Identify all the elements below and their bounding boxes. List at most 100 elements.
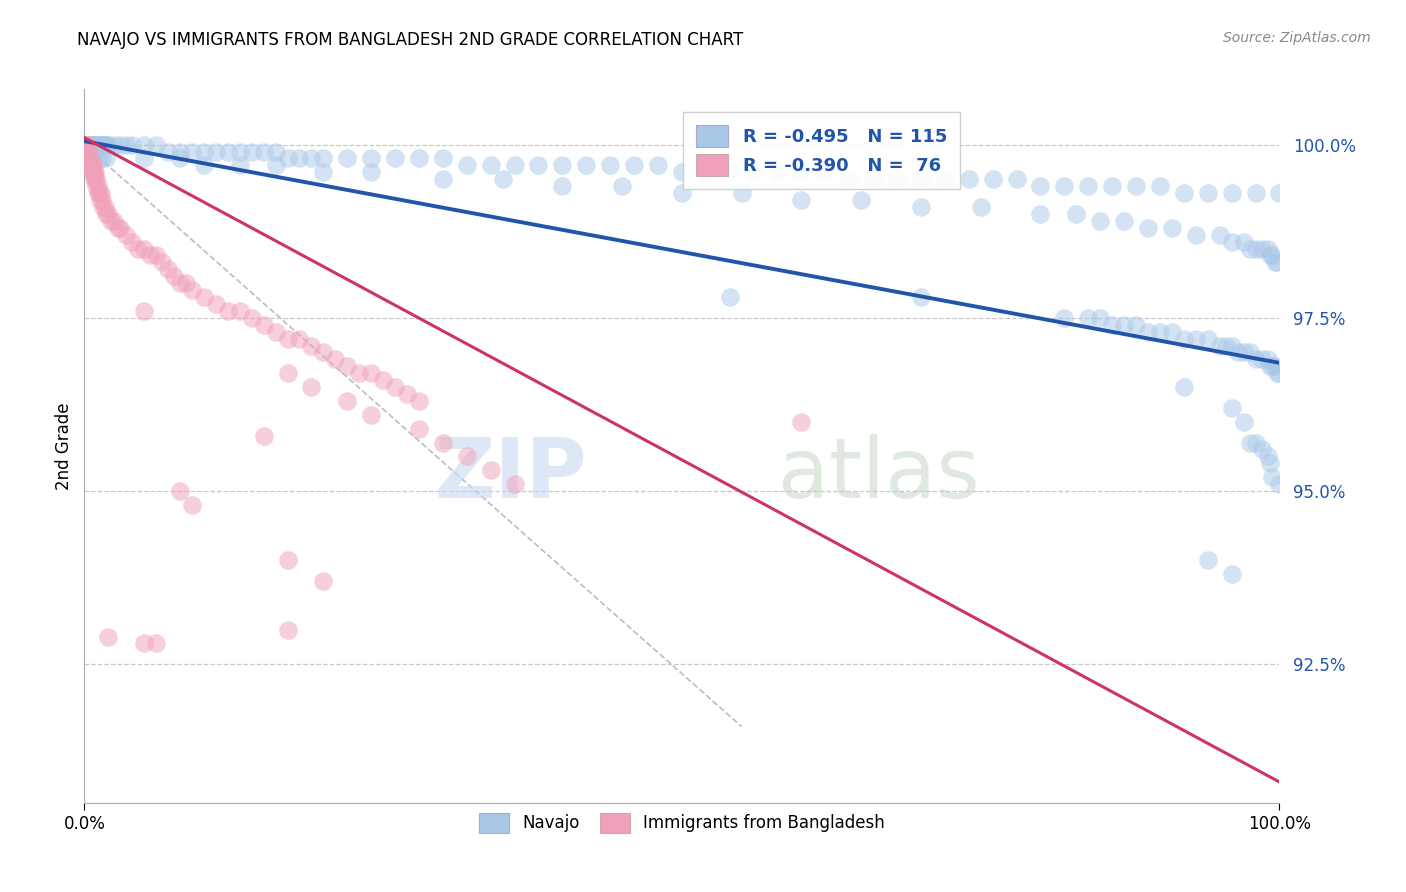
- Point: [1265, 366, 1288, 380]
- Point: [103, 137, 125, 152]
- Point: [93, 137, 115, 152]
- Point: [77, 137, 100, 152]
- Point: [1185, 227, 1208, 242]
- Point: [87, 152, 110, 166]
- Point: [94, 207, 117, 221]
- Point: [1250, 442, 1272, 457]
- Point: [132, 636, 156, 650]
- Point: [77, 145, 100, 159]
- Point: [1257, 450, 1279, 464]
- Point: [325, 352, 347, 367]
- Point: [336, 359, 359, 374]
- Point: [145, 248, 167, 262]
- Point: [139, 248, 162, 262]
- Point: [301, 380, 323, 394]
- Point: [1197, 332, 1219, 346]
- Point: [277, 332, 299, 346]
- Point: [910, 290, 932, 304]
- Point: [360, 165, 382, 179]
- Point: [384, 380, 406, 394]
- Point: [94, 137, 117, 152]
- Point: [718, 290, 741, 304]
- Point: [1220, 401, 1243, 415]
- Point: [479, 158, 502, 172]
- Point: [695, 165, 717, 179]
- Point: [103, 214, 125, 228]
- Point: [82, 137, 104, 152]
- Point: [1261, 359, 1284, 374]
- Point: [814, 165, 837, 179]
- Point: [264, 158, 287, 172]
- Legend: Navajo, Immigrants from Bangladesh: Navajo, Immigrants from Bangladesh: [471, 805, 893, 841]
- Point: [1137, 325, 1160, 339]
- Point: [612, 179, 634, 194]
- Point: [790, 193, 813, 207]
- Point: [360, 366, 382, 380]
- Point: [373, 373, 395, 387]
- Point: [1173, 380, 1195, 394]
- Point: [1137, 220, 1160, 235]
- Point: [86, 137, 108, 152]
- Point: [1029, 207, 1052, 221]
- Point: [132, 242, 156, 256]
- Point: [82, 165, 104, 179]
- Point: [253, 428, 276, 442]
- Point: [91, 193, 114, 207]
- Point: [1226, 345, 1249, 359]
- Point: [910, 200, 932, 214]
- Point: [1244, 242, 1267, 256]
- Point: [84, 165, 107, 179]
- Point: [1220, 338, 1243, 352]
- Point: [312, 345, 335, 359]
- Point: [671, 165, 693, 179]
- Point: [97, 137, 120, 152]
- Point: [1250, 352, 1272, 367]
- Text: ZIP: ZIP: [434, 434, 586, 515]
- Point: [742, 165, 765, 179]
- Point: [1114, 318, 1136, 332]
- Point: [217, 304, 239, 318]
- Point: [145, 636, 167, 650]
- Point: [1077, 310, 1099, 325]
- Point: [766, 165, 789, 179]
- Text: Source: ZipAtlas.com: Source: ZipAtlas.com: [1223, 31, 1371, 45]
- Point: [86, 179, 108, 194]
- Point: [1101, 318, 1123, 332]
- Point: [93, 137, 115, 152]
- Point: [83, 137, 105, 152]
- Point: [82, 158, 104, 172]
- Point: [145, 137, 167, 152]
- Point: [76, 145, 98, 159]
- Point: [181, 283, 204, 297]
- Point: [157, 262, 180, 277]
- Point: [240, 145, 263, 159]
- Point: [91, 137, 114, 152]
- Point: [75, 137, 97, 152]
- Point: [132, 152, 156, 166]
- Point: [77, 145, 100, 159]
- Point: [229, 158, 252, 172]
- Point: [1258, 359, 1281, 374]
- Point: [790, 165, 813, 179]
- Point: [1220, 186, 1243, 201]
- Point: [277, 623, 299, 637]
- Point: [647, 158, 669, 172]
- Point: [181, 498, 204, 512]
- Point: [503, 477, 526, 491]
- Point: [1215, 338, 1237, 352]
- Point: [1173, 186, 1195, 201]
- Point: [76, 137, 98, 152]
- Text: NAVAJO VS IMMIGRANTS FROM BANGLADESH 2ND GRADE CORRELATION CHART: NAVAJO VS IMMIGRANTS FROM BANGLADESH 2ND…: [77, 31, 744, 49]
- Point: [77, 152, 100, 166]
- Point: [93, 200, 115, 214]
- Point: [886, 172, 908, 186]
- Point: [432, 435, 454, 450]
- Point: [312, 865, 335, 880]
- Point: [551, 158, 574, 172]
- Point: [86, 172, 108, 186]
- Point: [1244, 435, 1267, 450]
- Point: [193, 158, 215, 172]
- Point: [86, 179, 108, 194]
- Point: [1220, 567, 1243, 582]
- Point: [527, 158, 550, 172]
